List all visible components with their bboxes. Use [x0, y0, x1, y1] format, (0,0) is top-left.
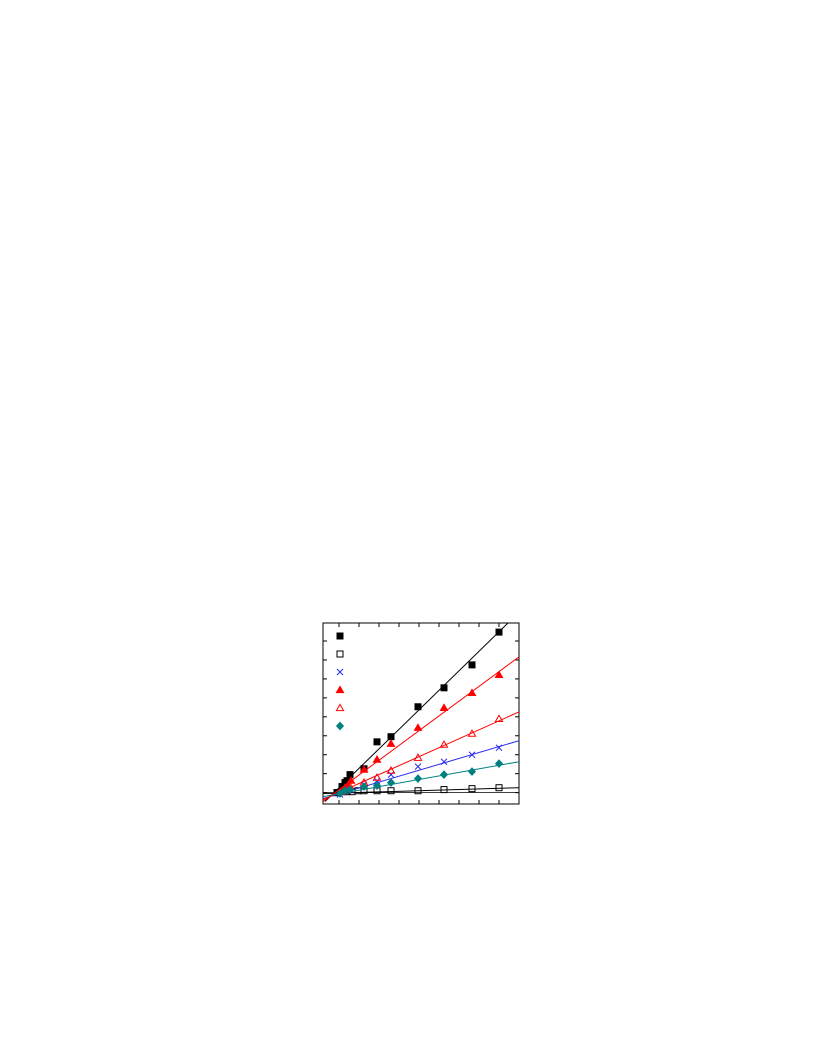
marker: [440, 786, 448, 794]
marker: [387, 771, 395, 778]
fit-line: [323, 740, 519, 800]
legend-marker: [335, 703, 345, 712]
legend-marker: [336, 668, 344, 676]
marker: [494, 759, 504, 768]
marker: [495, 628, 503, 636]
marker: [468, 785, 476, 793]
marker: [468, 661, 476, 669]
marker: [467, 729, 477, 737]
marker: [467, 767, 477, 776]
marker: [386, 739, 396, 747]
marker: [359, 782, 369, 791]
legend-marker: [335, 685, 345, 694]
marker: [414, 787, 422, 795]
marker: [414, 703, 422, 711]
marker: [495, 744, 503, 752]
fit-line: [324, 623, 509, 802]
legend-marker: [336, 632, 344, 640]
marker: [346, 776, 356, 784]
marker: [335, 789, 345, 798]
marker: [373, 738, 381, 746]
marker: [386, 778, 396, 787]
marker: [372, 773, 382, 781]
marker: [372, 781, 382, 790]
marker: [439, 770, 449, 779]
marker: [359, 765, 369, 773]
legend-marker: [336, 650, 344, 658]
marker: [467, 688, 477, 697]
marker: [494, 714, 504, 723]
plot-area: [323, 623, 519, 802]
marker: [414, 763, 422, 771]
marker: [439, 703, 449, 712]
marker: [413, 774, 423, 783]
marker: [495, 784, 503, 792]
marker: [468, 751, 476, 759]
plot-frame: [322, 622, 520, 805]
marker: [386, 766, 396, 774]
marker: [387, 733, 395, 741]
marker: [413, 753, 423, 761]
marker: [387, 787, 395, 795]
fit-line: [323, 711, 519, 801]
legend-marker: [335, 721, 345, 731]
marker: [439, 740, 449, 748]
marker: [494, 670, 504, 679]
marker: [372, 755, 382, 763]
marker: [440, 684, 448, 692]
marker: [345, 785, 355, 794]
marker: [413, 723, 423, 731]
marker: [346, 771, 354, 779]
marker: [440, 758, 448, 766]
